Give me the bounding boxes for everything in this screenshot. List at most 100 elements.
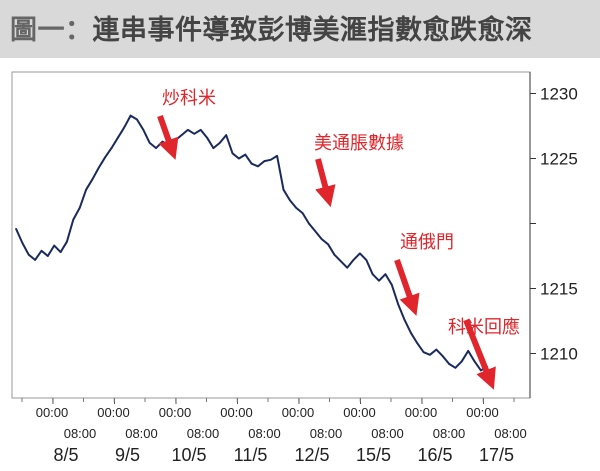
data-point (371, 273, 374, 275)
data-point (231, 152, 234, 155)
data-point (129, 114, 132, 117)
x-tick-label-date: 8/5 (53, 445, 78, 465)
data-point (416, 342, 419, 344)
x-tick-label-time: 08:00 (64, 426, 97, 441)
x-tick-label-date: 10/5 (171, 445, 206, 465)
annotation-label: 科米回應 (448, 316, 520, 338)
data-point (282, 188, 285, 191)
data-point (180, 134, 183, 136)
data-point (276, 155, 278, 157)
annotation-label: 炒科米 (162, 88, 216, 109)
data-point (289, 199, 291, 201)
data-point (269, 159, 272, 161)
data-point (161, 140, 164, 143)
data-point (390, 283, 393, 286)
data-point (308, 222, 310, 225)
data-point (40, 250, 43, 252)
data-point (206, 136, 208, 139)
x-tick-label-time: 00:00 (282, 405, 315, 420)
data-point (66, 240, 68, 243)
x-tick-label-time: 08:00 (310, 426, 343, 441)
x-tick-label-time: 08:00 (494, 426, 527, 441)
data-point (333, 253, 336, 256)
data-point (21, 242, 24, 244)
annotation-arrow (463, 318, 496, 390)
data-point (301, 212, 304, 214)
data-point (85, 188, 87, 191)
x-tick-label-date: 12/5 (294, 445, 329, 465)
data-point (378, 279, 380, 282)
data-point (97, 166, 100, 169)
y-axis: 1210 1215 1225 1230 (530, 85, 578, 364)
x-tick-label-time: 08:00 (125, 426, 158, 441)
data-point (193, 133, 196, 135)
x-tick-label-date: 11/5 (234, 445, 268, 465)
data-point (244, 153, 247, 156)
data-point (47, 255, 49, 257)
x-tick-label-time: 08:00 (433, 426, 466, 441)
data-point (454, 367, 457, 369)
x-tick-label-date: 9/5 (115, 445, 140, 465)
data-point (257, 165, 259, 168)
data-point (34, 259, 36, 261)
x-tick-label-date: 16/5 (417, 445, 452, 465)
data-point (250, 162, 253, 165)
data-point (473, 360, 476, 363)
data-point (320, 238, 323, 240)
data-point (339, 260, 342, 262)
data-point (15, 227, 17, 230)
data-point (346, 266, 348, 269)
x-axis: 00:0008:008/500:0008:009/500:0008:0010/5… (21, 398, 527, 465)
x-tick-label-date: 15/5 (356, 445, 391, 465)
data-point (110, 147, 113, 149)
data-point (238, 157, 240, 160)
y-tick-label: 1210 (540, 345, 578, 364)
x-tick-label-time: 00:00 (159, 405, 192, 420)
x-tick-label-time: 00:00 (220, 405, 253, 420)
data-point (174, 139, 177, 142)
data-point (352, 259, 355, 261)
x-tick-label-time: 00:00 (405, 405, 438, 420)
annotation-label: 通俄門 (400, 232, 454, 253)
x-tick-label-date: 17/5 (479, 445, 514, 465)
annotation-arrow (394, 259, 420, 316)
data-point (59, 251, 62, 253)
data-point (441, 355, 444, 357)
data-point (199, 129, 202, 131)
y-tick-label: 1215 (540, 280, 578, 299)
annotation-label: 美通脹數據 (314, 133, 404, 154)
data-point (53, 244, 56, 247)
chart-title: 圖一：連串事件導致彭博美滙指數愈跌愈深 (10, 8, 533, 47)
data-point (27, 253, 30, 256)
x-tick-label-time: 00:00 (36, 405, 69, 420)
data-point (435, 348, 438, 351)
data-point (263, 160, 266, 162)
annotation-arrow (157, 115, 179, 160)
data-point (467, 350, 469, 352)
y-tick-label: 1230 (540, 85, 578, 104)
x-tick-label-time: 08:00 (371, 426, 404, 441)
x-tick-label-time: 00:00 (97, 405, 130, 420)
data-point (397, 303, 399, 305)
x-tick-label-time: 00:00 (343, 405, 376, 420)
title-prefix: 圖一： (10, 15, 93, 46)
data-point (104, 156, 106, 158)
data-point (480, 369, 482, 372)
data-point (429, 354, 431, 356)
x-tick-label-time: 08:00 (248, 426, 281, 441)
x-tick-label-time: 08:00 (187, 426, 220, 441)
data-point (91, 178, 94, 181)
y-tick-label: 1225 (540, 150, 578, 169)
annotation-arrow (315, 158, 336, 208)
data-point (123, 126, 126, 129)
data-point (212, 147, 215, 149)
data-point (422, 351, 425, 354)
data-point (155, 147, 157, 149)
data-point (218, 142, 221, 144)
data-point (365, 259, 368, 261)
title-main: 連串事件導致彭博美滙指數愈跌愈深 (92, 15, 533, 46)
data-point (314, 230, 317, 233)
data-point (460, 360, 463, 363)
